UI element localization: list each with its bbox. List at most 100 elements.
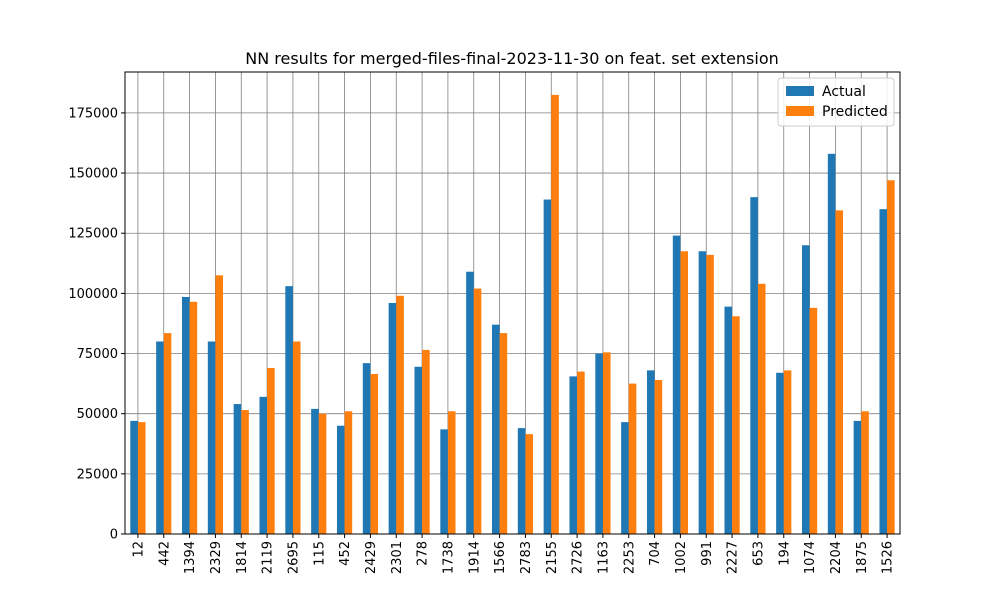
bar-actual-1914	[466, 271, 474, 534]
bar-predicted-194	[783, 370, 792, 534]
x-tick-label: 452	[338, 541, 353, 566]
bar-actual-653	[750, 197, 758, 534]
bar-predicted-1566	[499, 333, 508, 534]
bar-actual-991	[698, 251, 707, 534]
bar-predicted-704	[654, 380, 663, 534]
bar-predicted-442	[163, 333, 172, 534]
bar-actual-2155	[543, 199, 552, 534]
bar-actual-2726	[569, 376, 578, 534]
bar-predicted-2783	[525, 434, 534, 534]
bar-actual-2695	[285, 286, 293, 534]
x-tick-label: 2695	[286, 541, 301, 574]
y-tick-label: 175000	[68, 106, 118, 121]
bar-predicted-1814	[241, 410, 249, 534]
bar-predicted-1914	[473, 288, 482, 534]
x-tick-label: 2429	[364, 541, 379, 574]
y-tick-label: 75000	[77, 347, 118, 362]
x-tick-label: 278	[416, 541, 431, 566]
bar-predicted-2726	[577, 371, 585, 534]
bar-actual-452	[336, 425, 345, 534]
legend: Actual Predicted	[777, 77, 895, 127]
bar-predicted-2253	[628, 383, 637, 534]
x-tick-label: 1914	[467, 541, 482, 574]
x-axis: 12 442 1394 2329 1814 2119 2695 115 452 2429 2301 2…	[131, 534, 896, 574]
bar-actual-2227	[724, 306, 733, 534]
chart-title: NN results for merged-files-final-2023-1…	[245, 49, 779, 68]
legend-swatch-actual	[786, 86, 814, 96]
x-tick-label: 1875	[855, 541, 870, 574]
bar-predicted-2429	[370, 373, 379, 534]
bar-actual-1526	[879, 209, 888, 534]
x-tick-label: 194	[777, 541, 792, 566]
x-tick-label: 442	[157, 541, 172, 566]
bar-predicted-1394	[189, 301, 198, 534]
bar-predicted-2119	[267, 367, 275, 534]
bar-actual-2119	[259, 396, 268, 534]
legend-label-predicted: Predicted	[822, 104, 888, 120]
x-tick-label: 2253	[622, 541, 637, 574]
x-tick-label: 1002	[674, 541, 689, 574]
x-tick-label: 1814	[235, 541, 250, 574]
bar-predicted-2695	[292, 341, 301, 534]
x-tick-label: 1738	[441, 541, 456, 574]
x-tick-label: 991	[700, 541, 715, 566]
bars-group	[130, 94, 895, 534]
x-tick-label: 2119	[261, 541, 276, 574]
bar-predicted-452	[344, 411, 353, 534]
bar-predicted-1074	[809, 307, 818, 534]
bar-actual-1566	[491, 324, 500, 534]
bar-actual-1875	[853, 420, 862, 534]
bar-predicted-2329	[215, 275, 224, 534]
x-tick-label: 2227	[726, 541, 741, 574]
y-tick-label: 100000	[68, 287, 118, 302]
bar-predicted-2227	[732, 316, 740, 534]
x-tick-label: 1074	[803, 541, 818, 574]
bar-actual-1074	[801, 245, 810, 534]
bar-predicted-1163	[602, 352, 611, 534]
legend-swatch-predicted	[786, 106, 814, 116]
bar-predicted-653	[757, 283, 766, 534]
x-tick-label: 704	[648, 541, 663, 566]
bar-predicted-1738	[447, 411, 456, 534]
bar-actual-2429	[362, 363, 371, 534]
y-tick-label: 125000	[68, 227, 118, 242]
y-tick-label: 50000	[77, 407, 118, 422]
x-tick-label: 2726	[571, 541, 586, 574]
x-tick-label: 2301	[390, 541, 405, 574]
bar-predicted-1526	[887, 180, 895, 534]
bar-actual-278	[414, 366, 423, 534]
x-tick-label: 115	[312, 541, 327, 566]
x-tick-label: 653	[751, 541, 766, 566]
bar-actual-2329	[207, 341, 216, 534]
y-tick-label: 25000	[77, 467, 118, 482]
bar-predicted-1002	[680, 251, 689, 534]
x-tick-label: 1566	[493, 541, 508, 574]
bar-actual-1738	[440, 429, 448, 534]
plot-area-frame	[124, 71, 901, 535]
bar-actual-1814	[233, 404, 242, 534]
bar-predicted-115	[318, 413, 327, 534]
x-tick-label: 12	[131, 541, 146, 558]
x-tick-label: 1526	[881, 541, 896, 574]
legend-label-actual: Actual	[822, 84, 866, 100]
bar-predicted-12	[137, 422, 146, 534]
bar-actual-1163	[595, 353, 603, 534]
bar-actual-194	[776, 372, 784, 534]
bar-actual-12	[130, 420, 138, 534]
bar-actual-2783	[517, 428, 526, 534]
bar-actual-2253	[621, 422, 629, 534]
bar-predicted-2155	[551, 94, 559, 534]
x-tick-label: 2783	[519, 541, 534, 574]
x-tick-label: 2155	[545, 541, 560, 574]
y-tick-label: 0	[110, 528, 118, 543]
bar-actual-115	[311, 408, 319, 534]
y-axis: 0 25000 50000 75000 100000 125000 150000 175000	[68, 106, 125, 543]
bar-predicted-278	[422, 349, 430, 534]
bar-actual-442	[156, 341, 164, 534]
bar-predicted-2204	[835, 210, 844, 534]
bar-predicted-991	[706, 254, 714, 534]
y-tick-label: 150000	[68, 167, 118, 182]
bar-actual-2301	[388, 303, 397, 534]
bar-predicted-1875	[861, 411, 869, 534]
